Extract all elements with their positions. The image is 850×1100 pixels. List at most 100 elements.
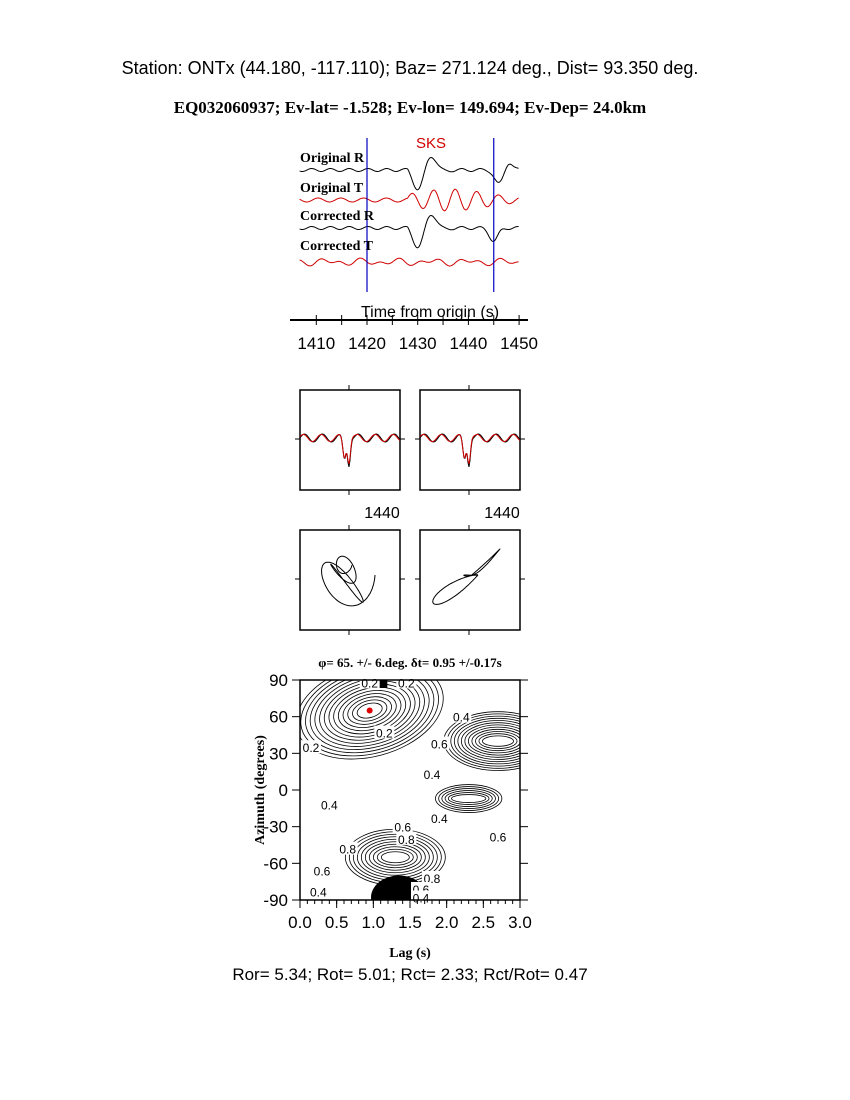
contour-label: 0.8 — [339, 843, 356, 857]
contour-title: φ= 65. +/- 6.deg. δt= 0.95 +/-0.17s — [318, 655, 502, 670]
y-tick-label: -30 — [263, 818, 288, 837]
y-tick-label: 90 — [269, 671, 288, 690]
time-tick-label: 1440 — [449, 334, 487, 353]
trace-label-corrected-t: Corrected T — [300, 239, 374, 254]
contour-line — [435, 784, 503, 813]
trace-label-original-r: Original R — [300, 151, 365, 166]
contour-line — [380, 851, 410, 864]
x-axis-label: Lag (s) — [389, 946, 431, 961]
contour-line — [447, 792, 490, 805]
contour-line — [450, 715, 520, 767]
y-tick-label: 0 — [279, 781, 288, 800]
contour-frame — [299, 679, 521, 901]
contour-line — [457, 720, 520, 763]
trace-corrected-r — [299, 214, 519, 249]
contour-line — [468, 726, 520, 756]
y-axis-label: Azimuth (degrees) — [253, 735, 268, 845]
corrected-particle-motion-trace — [432, 548, 501, 605]
small-panels — [295, 385, 525, 635]
time-tick-label: 1410 — [297, 334, 335, 353]
trace-corrected-t — [299, 257, 519, 267]
contour-line — [364, 841, 426, 874]
contour-label-bg — [429, 811, 450, 825]
contour-line — [471, 728, 520, 754]
contour-dense-region — [373, 680, 388, 688]
time-tick-label: 1420 — [348, 334, 386, 353]
contour-line — [482, 735, 514, 747]
contour-line — [347, 696, 392, 725]
contour-label-bg — [396, 675, 417, 689]
trace-original-r — [299, 156, 519, 191]
contour-line — [451, 794, 487, 803]
contour-label-bg — [301, 740, 321, 754]
y-tick-label: -90 — [263, 891, 288, 910]
contour-line — [453, 717, 520, 765]
contour-label-bg — [392, 819, 413, 833]
contour-line — [305, 680, 435, 754]
contour-line — [478, 733, 518, 749]
original-particle-motion-frame — [299, 529, 401, 631]
panel-tick-label-right: 1440 — [484, 505, 520, 522]
x-tick-label: 2.0 — [435, 913, 459, 932]
y-tick-label: -60 — [263, 854, 288, 873]
station-line: Station: ONTx (44.180, -117.110); Baz= 2… — [121, 58, 699, 78]
y-tick-label: 30 — [269, 744, 288, 763]
time-tick-label: 1430 — [399, 334, 437, 353]
contour-label-bg — [422, 871, 442, 884]
contour-label: 0.2 — [361, 676, 378, 690]
contour-line — [444, 790, 493, 807]
time-axis-label: Time from origin (s) — [361, 304, 499, 321]
contour-line — [300, 680, 439, 757]
contour-label-bg — [396, 831, 417, 845]
contour-label: 0.6 — [314, 865, 331, 879]
time-tick-label: 1450 — [500, 334, 538, 353]
y-tick-label: 60 — [269, 708, 288, 727]
contour-label-bg — [319, 797, 340, 811]
contour-label-bg — [429, 736, 450, 750]
contour-line — [464, 724, 520, 758]
panel-tick-label-left: 1440 — [364, 505, 400, 522]
corrected-particle-motion-frame — [419, 529, 521, 631]
contour-line — [314, 680, 425, 747]
x-tick-label: 0.0 — [288, 913, 312, 932]
corrected-waveforms-trace — [419, 433, 521, 465]
original-waveforms-trace — [299, 433, 401, 465]
contour-label-bg — [374, 725, 395, 739]
contour-label-bg — [312, 863, 332, 877]
time-axis: 1410 1420 1430 1440 1450 — [290, 315, 538, 353]
contour-label-bg — [422, 767, 442, 781]
contour-line — [342, 693, 397, 728]
contour-label: 0.4 — [310, 885, 327, 899]
contour-line — [352, 699, 388, 722]
trace-label-original-t: Original T — [300, 181, 364, 196]
original-particle-motion-trace — [321, 555, 376, 607]
x-tick-label: 0.5 — [325, 913, 349, 932]
x-tick-label: 1.5 — [398, 913, 422, 932]
x-tick-label: 1.0 — [362, 913, 386, 932]
contour-line — [438, 786, 500, 811]
x-tick-label: 2.5 — [472, 913, 496, 932]
contour-label: 0.6 — [490, 830, 507, 844]
x-tick-label: 3.0 — [508, 913, 532, 932]
contour-label: 0.4 — [413, 892, 430, 906]
trace-original-t — [299, 188, 519, 212]
original-waveforms-trace — [299, 433, 401, 468]
contour-line — [441, 788, 496, 809]
footer-stats: Ror= 5.34; Rot= 5.01; Rct= 2.33; Rct/Rot… — [232, 965, 588, 984]
contour-line — [356, 702, 383, 719]
contour-label: 0.4 — [431, 812, 448, 826]
contour-label-bg — [451, 709, 472, 723]
contour-line — [460, 722, 520, 760]
contour-label-bg — [359, 675, 380, 689]
contour-label: 0.4 — [321, 799, 338, 813]
contour-label: 0.4 — [453, 711, 470, 725]
contour-line — [300, 680, 444, 760]
contour-label-bg — [308, 884, 329, 898]
seismogram-panel — [299, 138, 519, 292]
contour-label: 0.2 — [303, 741, 320, 755]
contour-label: 0.2 — [398, 676, 415, 690]
best-fit-point — [366, 707, 373, 714]
contour-label: 0.6 — [431, 738, 448, 752]
contour-line — [376, 848, 414, 866]
